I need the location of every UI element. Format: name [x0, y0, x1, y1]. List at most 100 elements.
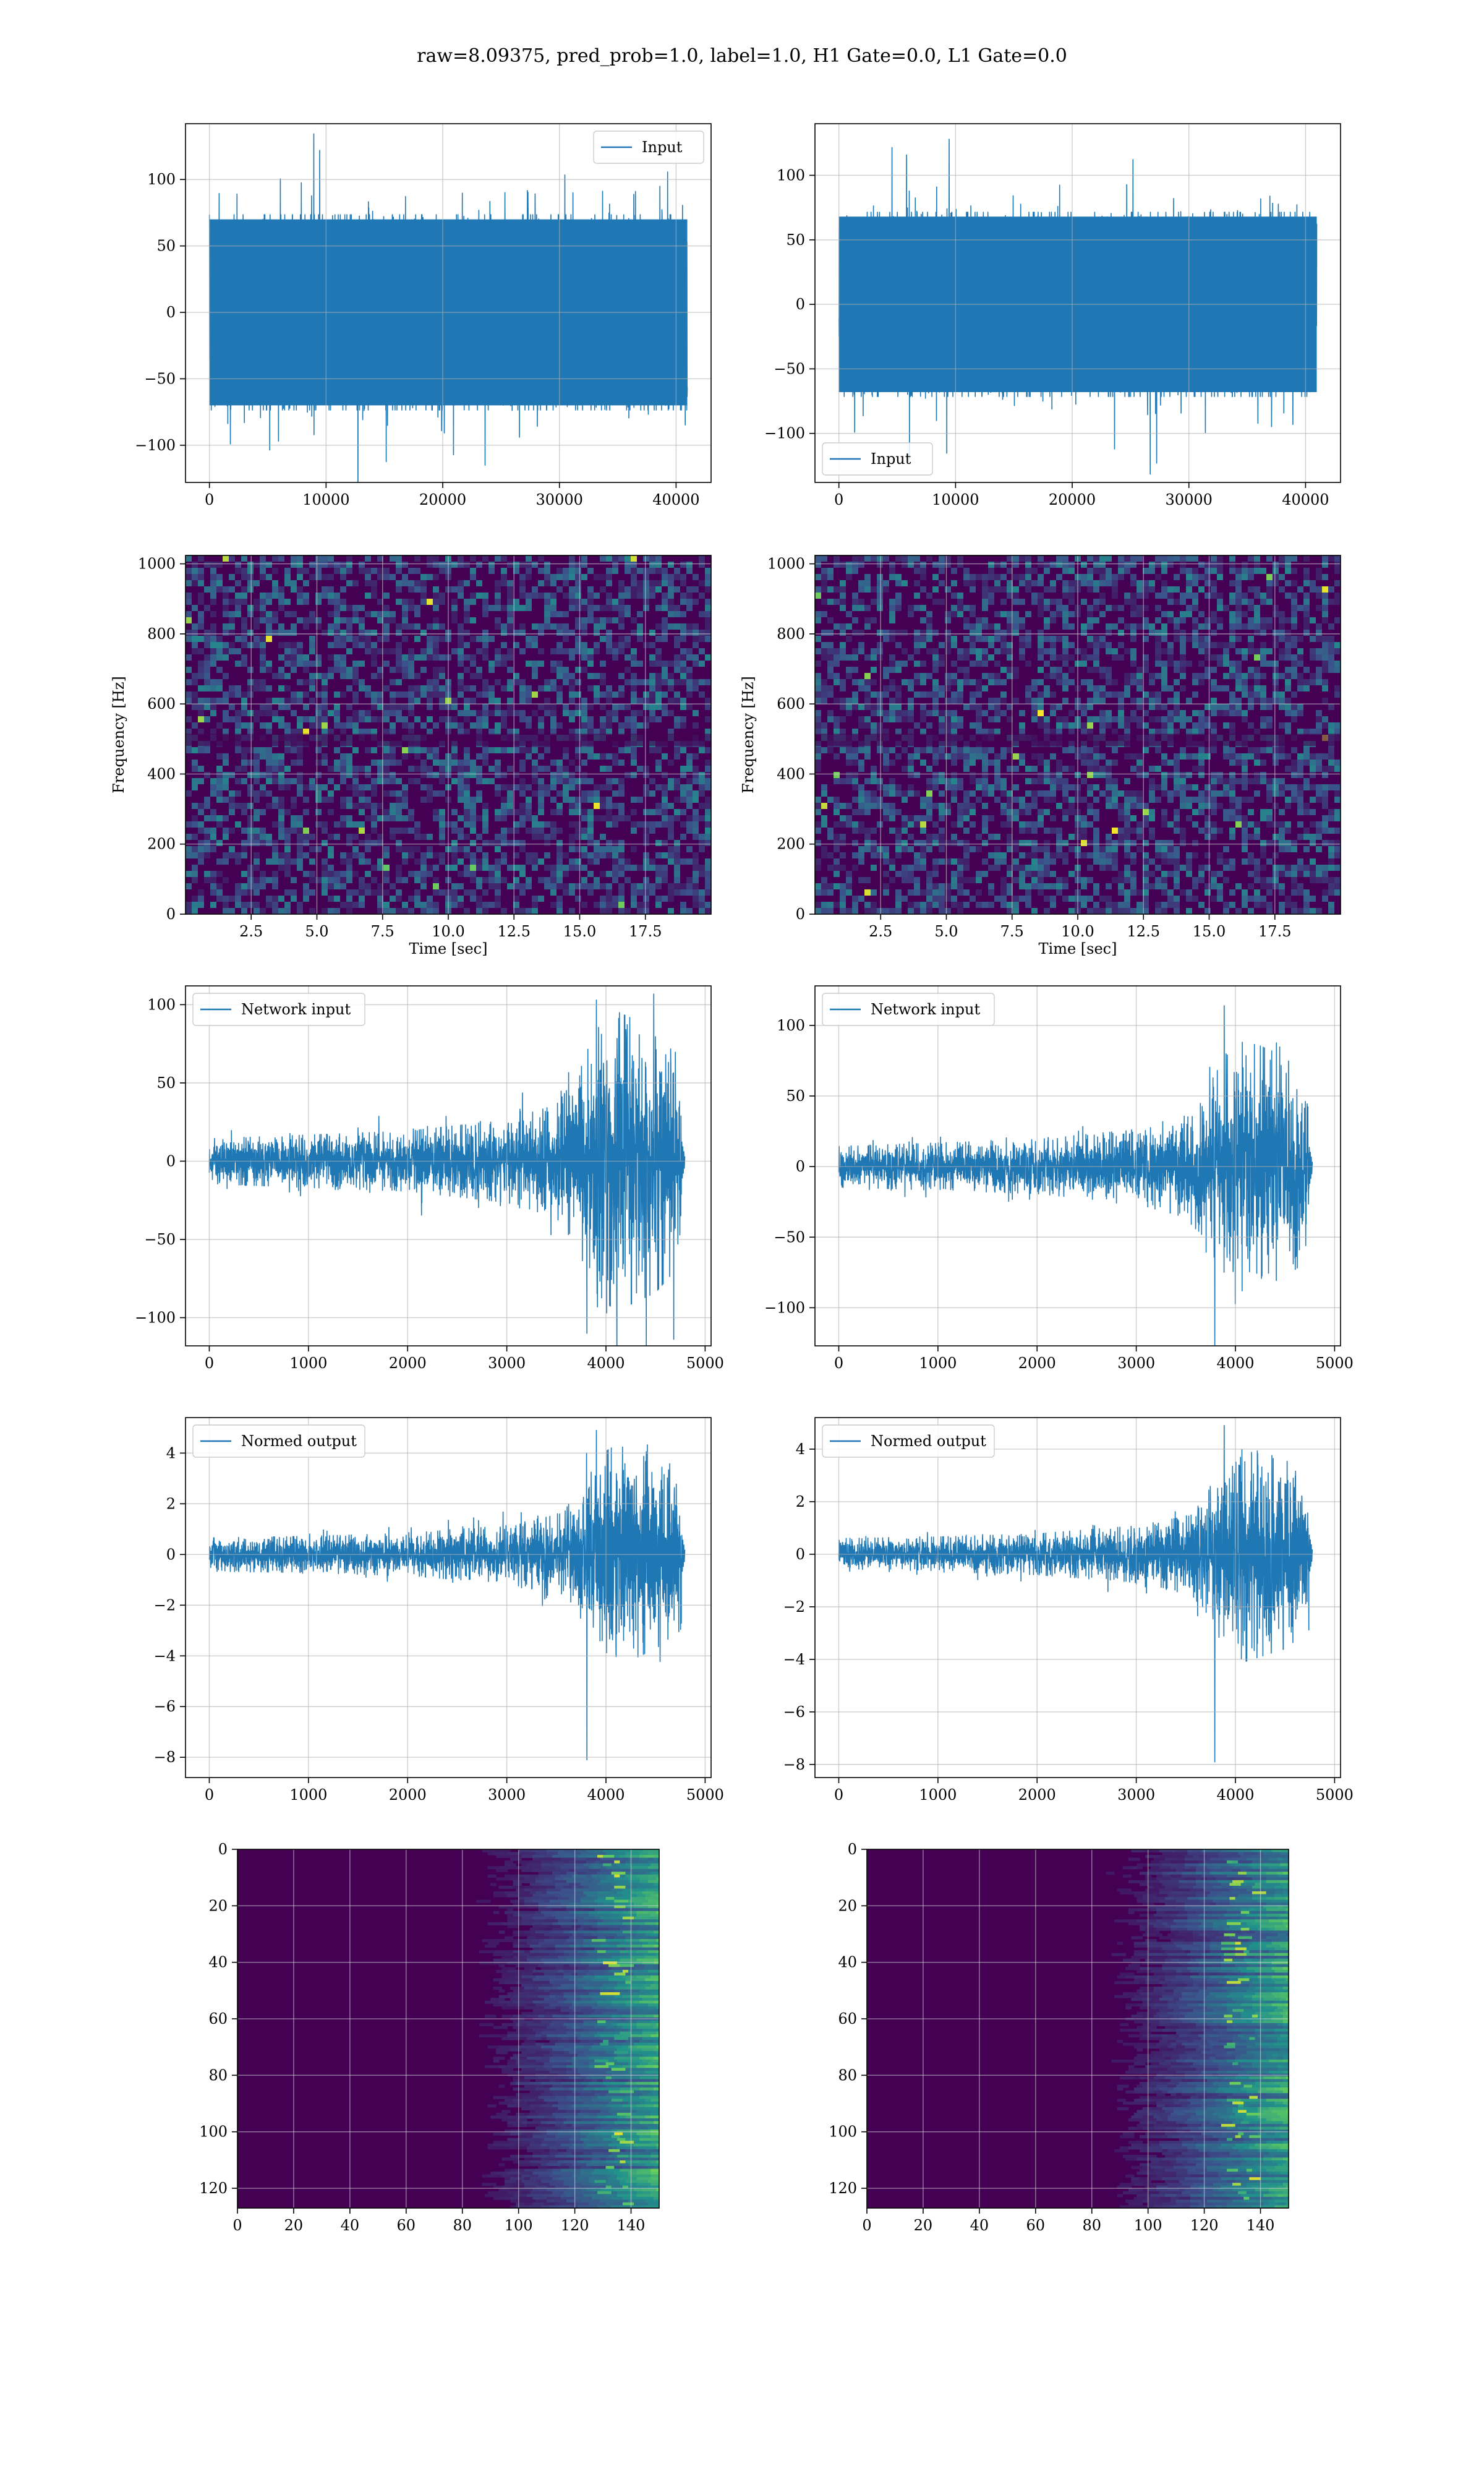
- heatmap-cell: [625, 593, 631, 599]
- heatmap-cell: [1229, 580, 1235, 586]
- heatmap-cell: [889, 654, 895, 661]
- heatmap-cell: [1118, 691, 1124, 698]
- heatmap-cell: [618, 623, 625, 630]
- heatmap-cell: [1322, 766, 1328, 772]
- heatmap-cell: [519, 623, 526, 630]
- heatmap-cell: [705, 834, 711, 840]
- heatmap-cell: [556, 778, 563, 784]
- heatmap-cell: [210, 586, 216, 593]
- heatmap-cell: [507, 685, 513, 691]
- heatmap-cell: [821, 722, 827, 729]
- heatmap-cell: [1260, 815, 1266, 821]
- heatmap-cell: [241, 586, 247, 593]
- y-tick-label: −50: [774, 360, 805, 377]
- heatmap-cell: [420, 852, 427, 858]
- heatmap-cell: [680, 821, 686, 828]
- heatmap-cell: [1174, 784, 1180, 790]
- heatmap-cell: [858, 809, 864, 815]
- heatmap-cell: [260, 654, 266, 661]
- heatmap-cell: [470, 896, 476, 902]
- heatmap-cell: [1062, 809, 1068, 815]
- heatmap-cell: [877, 586, 883, 593]
- heatmap-cell: [383, 815, 390, 821]
- heatmap-cell: [649, 685, 655, 691]
- heatmap-cell: [643, 691, 649, 698]
- heatmap-cell: [569, 679, 575, 685]
- heatmap-cell: [550, 797, 556, 803]
- heatmap-cell: [821, 611, 827, 617]
- heatmap-cell: [1242, 568, 1248, 574]
- heatmap-cell: [693, 871, 699, 877]
- heatmap-cell: [606, 908, 612, 914]
- heatmap-cell: [266, 778, 272, 784]
- heatmap-cell: [612, 852, 618, 858]
- heatmap-cell: [544, 617, 550, 623]
- heatmap-cell: [284, 846, 291, 852]
- heatmap-cell: [1007, 766, 1013, 772]
- heatmap-cell: [519, 883, 526, 889]
- heatmap-cell: [643, 574, 649, 580]
- heatmap-cell: [858, 766, 864, 772]
- heatmap-cell: [655, 685, 662, 691]
- heatmap-cell: [951, 636, 957, 642]
- heatmap-cell: [1242, 766, 1248, 772]
- heatmap-cell: [1044, 673, 1050, 679]
- heatmap-cell: [594, 753, 600, 760]
- heatmap-cell: [699, 630, 705, 636]
- heatmap-cell: [1297, 790, 1303, 797]
- heatmap-cell: [994, 623, 1000, 630]
- heatmap-cell: [1217, 772, 1223, 778]
- heatmap-cell: [581, 846, 587, 852]
- heatmap-cell: [365, 648, 371, 654]
- heatmap-cell: [1007, 809, 1013, 815]
- heatmap-cell: [693, 828, 699, 834]
- heatmap-cell: [519, 790, 526, 797]
- heatmap-cell: [352, 803, 359, 809]
- heatmap-cell: [1229, 834, 1235, 840]
- heatmap-cell: [556, 908, 563, 914]
- heatmap-cell: [198, 661, 204, 667]
- heatmap-cell: [674, 605, 680, 611]
- heatmap-cell: [575, 766, 581, 772]
- heatmap-cell: [241, 908, 247, 914]
- heatmap-cell: [581, 865, 587, 871]
- heatmap-cell: [359, 809, 365, 815]
- heatmap-cell: [1062, 722, 1068, 729]
- heatmap-cell: [1192, 580, 1198, 586]
- heatmap-cell: [1303, 555, 1310, 562]
- heatmap-cell: [427, 623, 433, 630]
- heatmap-cell: [303, 840, 309, 846]
- heatmap-cell: [1322, 599, 1328, 605]
- heatmap-cell: [192, 852, 198, 858]
- heatmap-cell: [1143, 840, 1149, 846]
- heatmap-cell: [1167, 654, 1174, 661]
- heatmap-cell: [852, 562, 858, 568]
- heatmap-cell: [216, 821, 223, 828]
- heatmap-cell: [544, 877, 550, 883]
- heatmap-cell: [612, 648, 618, 654]
- heatmap-cell: [649, 562, 655, 568]
- heatmap-cell: [340, 766, 346, 772]
- heatmap-cell: [1291, 661, 1297, 667]
- heatmap-cell: [1235, 704, 1242, 710]
- heatmap-cell: [346, 766, 352, 772]
- heatmap-cell: [482, 685, 488, 691]
- heatmap-cell: [223, 648, 229, 654]
- heatmap-cell: [476, 753, 482, 760]
- heatmap-cell: [556, 790, 563, 797]
- heatmap-cell: [1229, 747, 1235, 753]
- heatmap-cell: [575, 704, 581, 710]
- heatmap-cell: [544, 568, 550, 574]
- heatmap-cell: [686, 599, 693, 605]
- heatmap-cell: [433, 747, 439, 753]
- heatmap-cell: [476, 815, 482, 821]
- heatmap-cell: [433, 889, 439, 896]
- heatmap-cell: [895, 593, 902, 599]
- heatmap-cell: [976, 716, 982, 722]
- heatmap-cell: [1118, 630, 1124, 636]
- heatmap-cell: [1087, 611, 1093, 617]
- heatmap-cell: [649, 630, 655, 636]
- heatmap-cell: [575, 623, 581, 630]
- heatmap-cell: [427, 599, 433, 605]
- heatmap-cell: [1019, 840, 1025, 846]
